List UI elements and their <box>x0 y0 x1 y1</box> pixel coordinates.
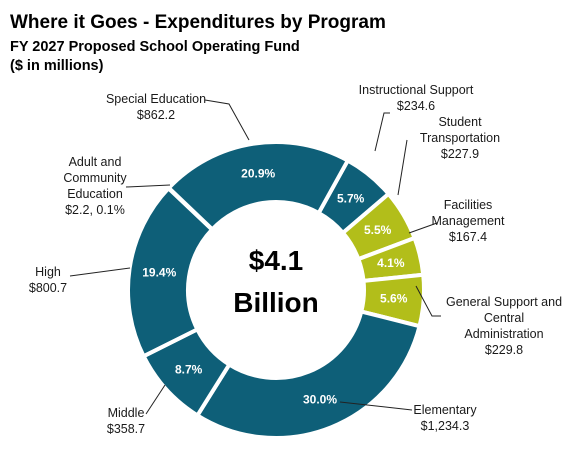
percent-label: 4.1% <box>377 256 405 270</box>
percent-label: 5.6% <box>380 291 408 305</box>
leader-line <box>374 112 390 152</box>
category-label: High $800.7 <box>29 265 67 295</box>
category-name: Education <box>67 187 123 201</box>
leader-line <box>397 139 408 196</box>
leader-line <box>415 285 441 317</box>
percent-label: 20.9% <box>241 166 275 180</box>
chart-title: Where it Goes - Expenditures by Program <box>10 12 386 33</box>
category-name: General Support and <box>446 295 562 309</box>
chart-subtitle: FY 2027 Proposed School Operating Fund <box>10 39 300 55</box>
leader-lines <box>69 99 441 415</box>
percent-label: 30.0% <box>303 392 337 406</box>
category-label: Student Transportation $227.9 <box>420 115 500 161</box>
category-name: Transportation <box>420 131 500 145</box>
category-value: $800.7 <box>29 281 67 295</box>
category-name: Middle <box>108 406 145 420</box>
category-value: $862.2 <box>137 108 175 122</box>
category-label: Middle $358.7 <box>107 406 145 436</box>
category-name: Management <box>432 214 505 228</box>
category-label: Adult and Community Education $2.2, 0.1% <box>63 155 127 217</box>
leader-line <box>408 222 438 234</box>
category-name: Administration <box>464 327 543 341</box>
center-unit: Billion <box>233 287 319 318</box>
category-label: Instructional Support $234.6 <box>359 83 474 113</box>
category-name: Adult and <box>69 155 122 169</box>
percent-label: 19.4% <box>142 266 176 280</box>
center-amount: $4.1 <box>249 245 304 276</box>
category-name: Elementary <box>413 403 477 417</box>
category-value: $234.6 <box>397 99 435 113</box>
category-label: Elementary $1,234.3 <box>413 403 477 433</box>
category-name: Facilities <box>444 198 493 212</box>
category-value: $358.7 <box>107 422 145 436</box>
category-value: $167.4 <box>449 230 487 244</box>
category-value: $1,234.3 <box>421 419 470 433</box>
leader-line <box>204 99 250 141</box>
percent-label: 8.7% <box>175 362 203 376</box>
percent-label: 5.5% <box>364 223 392 237</box>
percent-labels: 5.7% 5.5% 4.1% 5.6% 30.0% 8.7% 19.4% 20.9% <box>142 166 407 406</box>
category-name: Instructional Support <box>359 83 474 97</box>
category-label: Special Education $862.2 <box>106 92 206 122</box>
leader-line <box>339 401 413 411</box>
category-name: Central <box>484 311 524 325</box>
leader-line <box>69 267 131 277</box>
leader-line <box>145 384 166 415</box>
leader-line <box>125 184 171 188</box>
slice-elementary <box>195 309 422 440</box>
category-name: Special Education <box>106 92 206 106</box>
donut-slices <box>126 140 426 440</box>
percent-label: 5.7% <box>337 192 365 206</box>
category-value: $2.2, 0.1% <box>65 203 125 217</box>
category-value: $229.8 <box>485 343 523 357</box>
category-value: $227.9 <box>441 147 479 161</box>
chart-units: ($ in millions) <box>10 58 104 74</box>
category-name: Community <box>63 171 127 185</box>
category-label: Facilities Management $167.4 <box>432 198 505 244</box>
category-name: Student <box>438 115 482 129</box>
category-label: General Support and Central Administration… <box>446 295 562 357</box>
category-name: High <box>35 265 61 279</box>
slice-special-education <box>166 140 350 232</box>
